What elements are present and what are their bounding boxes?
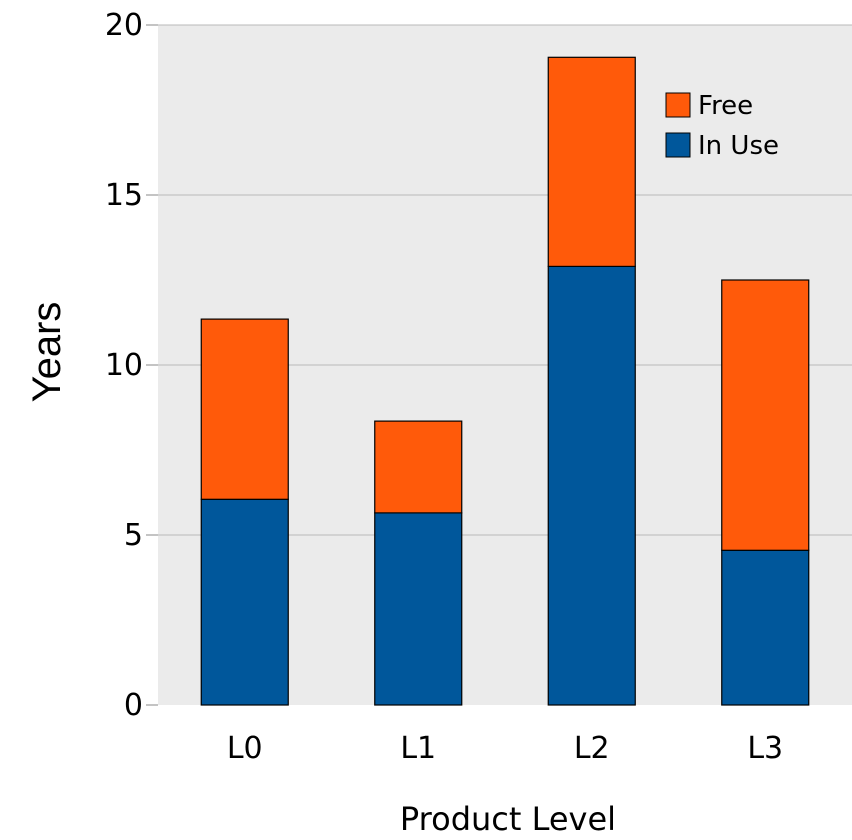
bar-L0-in-use — [200, 498, 289, 706]
y-tick-label: 15 — [105, 178, 143, 213]
y-axis-title: Years — [25, 302, 69, 403]
y-tick-label: 10 — [105, 348, 143, 383]
bar-L2-free — [547, 56, 636, 268]
y-tick-label: 0 — [124, 688, 143, 723]
x-axis-title: Product Level — [400, 800, 616, 838]
x-tick-label: L0 — [227, 731, 263, 766]
bar-L0-free — [200, 318, 289, 500]
y-axis-ticks: 0 5 10 15 20 — [105, 8, 158, 723]
y-tick-label: 5 — [124, 518, 143, 553]
legend: Free In Use — [665, 91, 779, 161]
x-tick-label: L1 — [400, 731, 436, 766]
bar-L3-in-use — [721, 549, 810, 706]
x-axis-ticks: L0 L1 L2 L3 — [227, 731, 783, 766]
legend-swatch-in-use — [665, 132, 691, 158]
y-tick-label: 20 — [105, 8, 143, 43]
bars — [200, 56, 810, 706]
legend-label: Free — [698, 91, 753, 121]
bar-L1-free — [374, 420, 463, 514]
x-tick-label: L3 — [747, 731, 783, 766]
bar-L1-in-use — [374, 512, 463, 706]
bar-L2-in-use — [547, 265, 636, 706]
legend-swatch-free — [665, 92, 691, 118]
legend-label: In Use — [698, 131, 779, 161]
x-tick-label: L2 — [574, 731, 610, 766]
bar-L3-free — [721, 279, 810, 551]
